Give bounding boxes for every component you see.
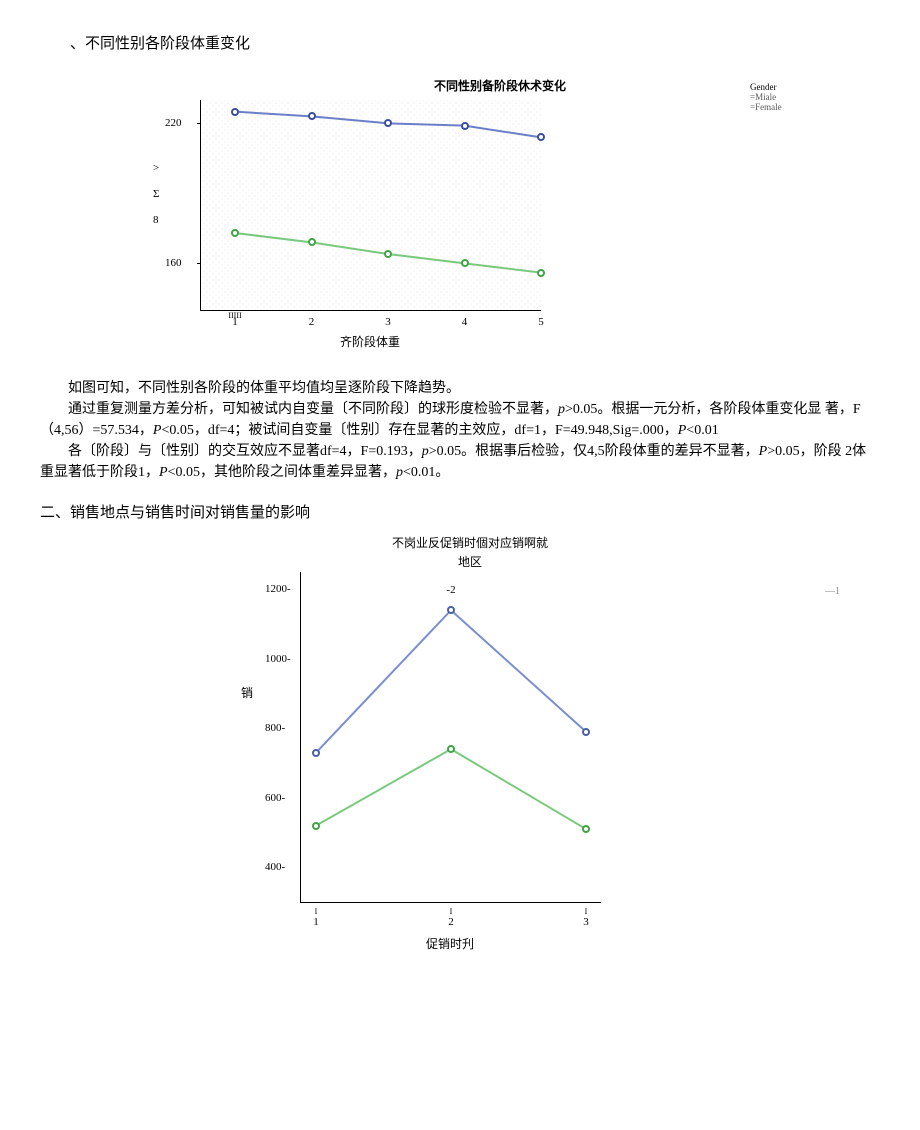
chart2: —1 销 1200-1000-800-600-400--2I1I2I3 促销时刋 bbox=[260, 572, 880, 952]
chart1-marker bbox=[461, 122, 469, 130]
chart1-marker bbox=[537, 133, 545, 141]
chart1-xlabel: 齐阶段体重 bbox=[200, 333, 540, 350]
section1-heading: 、不同性别各阶段体重变化 bbox=[70, 32, 880, 53]
chart2-subtitle: 地区 bbox=[300, 553, 640, 570]
chart2-ytick: 800- bbox=[265, 722, 285, 734]
chart1-legend-item: =Female bbox=[750, 102, 870, 112]
chart1-xtick: 3 bbox=[385, 316, 391, 328]
chart2-marker bbox=[582, 825, 590, 833]
chart2-plot: 销 1200-1000-800-600-400--2I1I2I3 bbox=[300, 572, 601, 903]
chart2-ytick: 1200- bbox=[265, 583, 291, 595]
chart2-xtick: I1 bbox=[313, 907, 319, 928]
chart2-annotation: -2 bbox=[446, 584, 455, 596]
section2-heading: 二、销售地点与销售时间对销售量的影响 bbox=[40, 501, 880, 522]
chart1: Gender =Miale =Female > Σ 8 220160IIIII1… bbox=[160, 100, 720, 350]
chart2-marker bbox=[312, 749, 320, 757]
chart1-marker bbox=[537, 269, 545, 277]
chart1-plot: > Σ 8 220160IIIII12345 bbox=[200, 100, 541, 311]
chart2-xtick: I3 bbox=[583, 907, 589, 928]
chart2-title: 不岗业反促销时個对应销啊就 bbox=[300, 534, 640, 551]
chart1-marker bbox=[308, 112, 316, 120]
chart2-ytick: 1000- bbox=[265, 653, 291, 665]
chart1-xtick: 1 bbox=[232, 316, 238, 328]
chart1-marker bbox=[231, 108, 239, 116]
chart1-xtick: 4 bbox=[462, 316, 468, 328]
chart2-marker bbox=[312, 822, 320, 830]
chart2-marker bbox=[447, 745, 455, 753]
chart2-xlabel: 促销时刋 bbox=[300, 935, 600, 952]
chart2-ytick: 600- bbox=[265, 792, 285, 804]
chart1-marker bbox=[384, 119, 392, 127]
chart1-xtick: 5 bbox=[538, 316, 544, 328]
chart2-ylabel: 销 bbox=[241, 684, 253, 701]
chart1-ytick: 220 bbox=[165, 117, 182, 129]
chart1-lines bbox=[201, 100, 541, 310]
chart2-ytick: 400- bbox=[265, 861, 285, 873]
chart1-legend-item: =Miale bbox=[750, 92, 870, 102]
chart1-marker bbox=[384, 250, 392, 258]
chart2-marker bbox=[582, 728, 590, 736]
chart1-marker bbox=[231, 229, 239, 237]
chart1-ytick: 160 bbox=[165, 257, 182, 269]
chart1-xtick: 2 bbox=[309, 316, 315, 328]
chart1-marker bbox=[461, 259, 469, 267]
chart2-lines bbox=[301, 572, 601, 902]
chart2-marker bbox=[447, 606, 455, 614]
chart1-legend-title: Gender bbox=[750, 82, 870, 92]
chart1-legend: Gender =Miale =Female bbox=[750, 82, 870, 112]
chart1-marker bbox=[308, 238, 316, 246]
chart2-xtick: I2 bbox=[448, 907, 454, 928]
chart2-legend: —1 bbox=[825, 586, 840, 597]
para3: 各〔阶段〕与〔性别〕的交互效应不显著df=4，F=0.193，p>0.05。根据… bbox=[40, 441, 880, 483]
para1: 如图可知，不同性别各阶段的体重平均值均呈逐阶段下降趋势。 bbox=[40, 378, 880, 399]
para2: 通过重复测量方差分析，可知被试内自变量〔不同阶段〕的球形度检验不显著，p>0.0… bbox=[40, 399, 880, 441]
chart1-yrot: > Σ 8 bbox=[153, 162, 159, 226]
